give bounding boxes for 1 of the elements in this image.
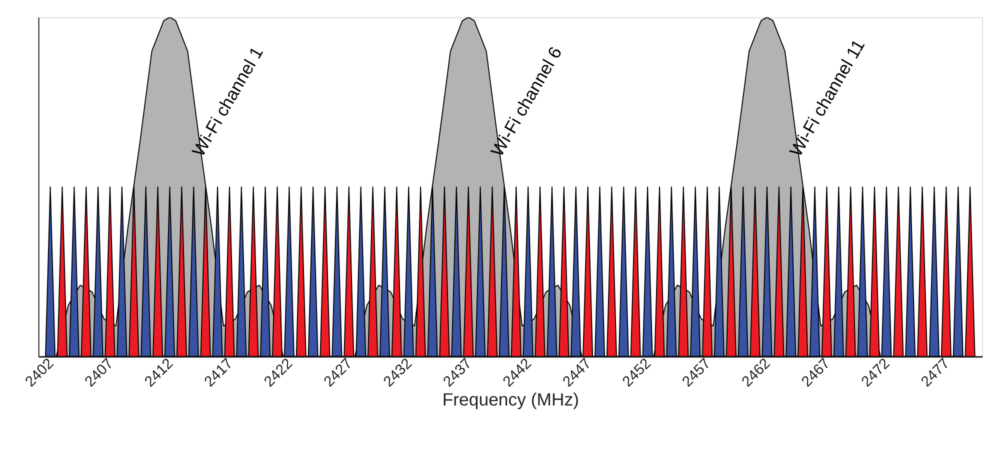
x-axis-title: Frequency (MHz) [442,389,579,410]
